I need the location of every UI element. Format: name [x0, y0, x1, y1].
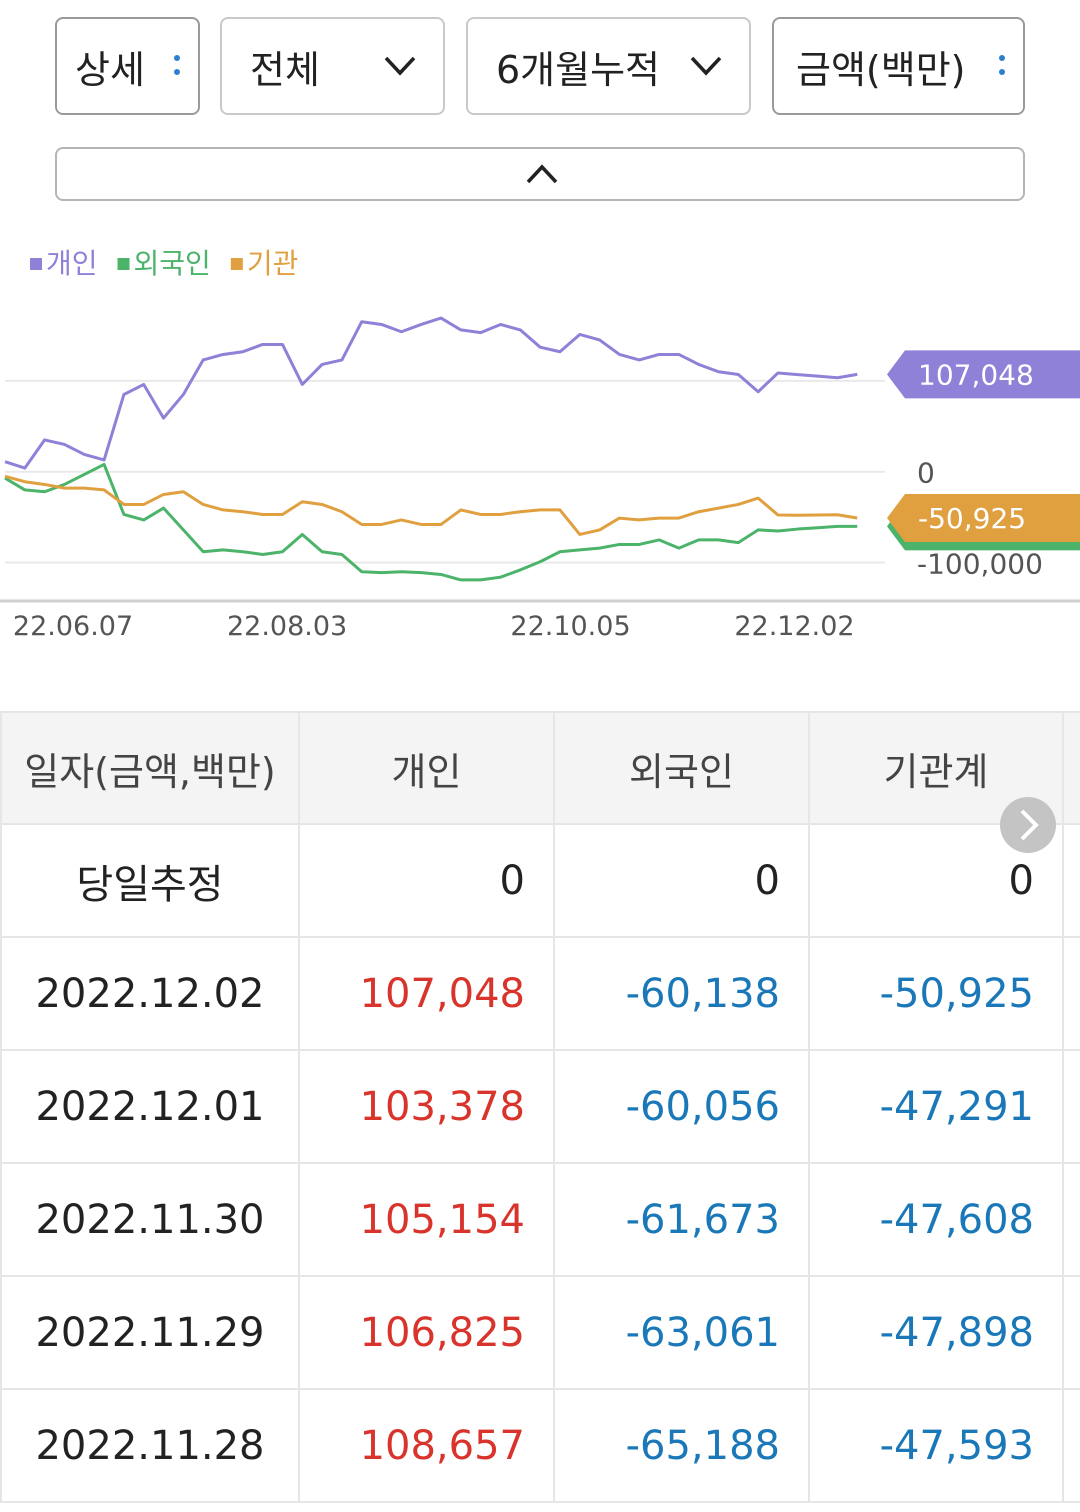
value-cell: -63,061 [553, 1275, 810, 1390]
value-cell: -50,925 [808, 936, 1064, 1051]
date-cell: 당일추정 [0, 823, 300, 938]
chevron-right [1020, 809, 1039, 841]
header-row: 일자(금액,백만) 개인 외국인 기관계 [0, 711, 1080, 825]
value-cell: -47,898 [808, 1275, 1064, 1390]
date-cell: 2022.12.02 [0, 936, 300, 1051]
table-row: 2022.11.29 106,825 -63,061 -47,898 [0, 1275, 1080, 1390]
control-label: 6개월누적 [496, 47, 661, 92]
series-line [4, 474, 858, 536]
x-tick-label: 22.10.05 [510, 611, 630, 642]
legend-label: 기관 [247, 247, 299, 280]
table-row: 2022.11.30 105,154 -61,673 -47,608 [0, 1162, 1080, 1277]
period-dropdown[interactable]: 6개월누적 [466, 17, 751, 115]
legend-swatch [117, 258, 130, 270]
scroll-right-button[interactable] [1000, 797, 1056, 853]
overflow-cell [1062, 823, 1080, 938]
series-line [4, 462, 858, 582]
value-cell: -47,608 [808, 1162, 1064, 1277]
end-value-badge [887, 350, 1080, 399]
overflow-cell [1062, 1049, 1080, 1164]
legend-swatch [30, 258, 42, 270]
control-label: 전체 [250, 47, 320, 92]
date-cell: 2022.11.30 [0, 1162, 300, 1277]
value-cell: 105,154 [298, 1162, 555, 1277]
end-value-label: -50,925 [918, 502, 1026, 535]
value-cell: 108,657 [298, 1388, 555, 1503]
value-cell: -60,056 [553, 1049, 810, 1164]
end-value-badge [887, 494, 1080, 543]
value-cell: 106,825 [298, 1275, 555, 1390]
value-cell: -61,673 [553, 1162, 810, 1277]
value-cell: -60,138 [553, 936, 810, 1051]
value-cell: 103,378 [298, 1049, 555, 1164]
date-cell: 2022.12.01 [0, 1049, 300, 1164]
chevron-up [526, 164, 558, 184]
control-label: 상세 [75, 47, 145, 92]
value-cell: -47,291 [808, 1049, 1064, 1164]
value-cell: 107,048 [298, 936, 555, 1051]
series-line [4, 316, 858, 470]
collapse-button[interactable] [55, 147, 1025, 201]
chevron-down [384, 56, 416, 76]
y-tick-label: -100,000 [917, 548, 1043, 581]
control-label: 금액(백만) [796, 47, 966, 92]
value-cell: -65,188 [553, 1388, 810, 1503]
column-header: 일자(금액,백만) [0, 711, 300, 825]
value-cell: -47,593 [808, 1388, 1064, 1503]
unit-menu[interactable]: 금액(백만) [772, 17, 1025, 115]
kebab-icon [174, 55, 180, 83]
kebab-icon [999, 55, 1005, 83]
date-cell: 2022.11.28 [0, 1388, 300, 1503]
overflow-cell [1062, 936, 1080, 1051]
column-header-overflow [1062, 711, 1080, 825]
detail-menu[interactable]: 상세 [55, 17, 200, 115]
table-row: 2022.12.02 107,048 -60,138 -50,925 [0, 936, 1080, 1051]
column-header: 개인 [298, 711, 555, 825]
table-row: 당일추정 0 0 0 [0, 823, 1080, 938]
overflow-cell [1062, 1388, 1080, 1503]
legend-swatch [230, 258, 243, 270]
y-tick-label: 0 [917, 457, 935, 490]
chart: 개인외국인기관-100,0000100,00022.06.0722.08.032… [0, 247, 1080, 642]
date-cell: 2022.11.29 [0, 1275, 300, 1390]
legend-label: 외국인 [134, 247, 211, 280]
value-cell: 0 [298, 823, 555, 938]
market-dropdown[interactable]: 전체 [220, 17, 445, 115]
end-value-label: 107,048 [918, 358, 1034, 391]
table-row: 2022.12.01 103,378 -60,056 -47,291 [0, 1049, 1080, 1164]
data-table: 일자(금액,백만) 개인 외국인 기관계 당일추정 0 0 0 2022.12.02 107,0… [0, 711, 1080, 1503]
column-header: 외국인 [553, 711, 810, 825]
x-tick-label: 22.08.03 [227, 611, 347, 642]
overflow-cell [1062, 1275, 1080, 1390]
value-cell: 0 [553, 823, 810, 938]
x-tick-label: 22.12.02 [734, 611, 854, 642]
chevron-down [690, 56, 722, 76]
x-tick-label: 22.06.07 [13, 611, 133, 642]
table-row: 2022.11.28 108,657 -65,188 -47,593 [0, 1388, 1080, 1503]
legend-label: 개인 [46, 247, 98, 280]
overflow-cell [1062, 1162, 1080, 1277]
